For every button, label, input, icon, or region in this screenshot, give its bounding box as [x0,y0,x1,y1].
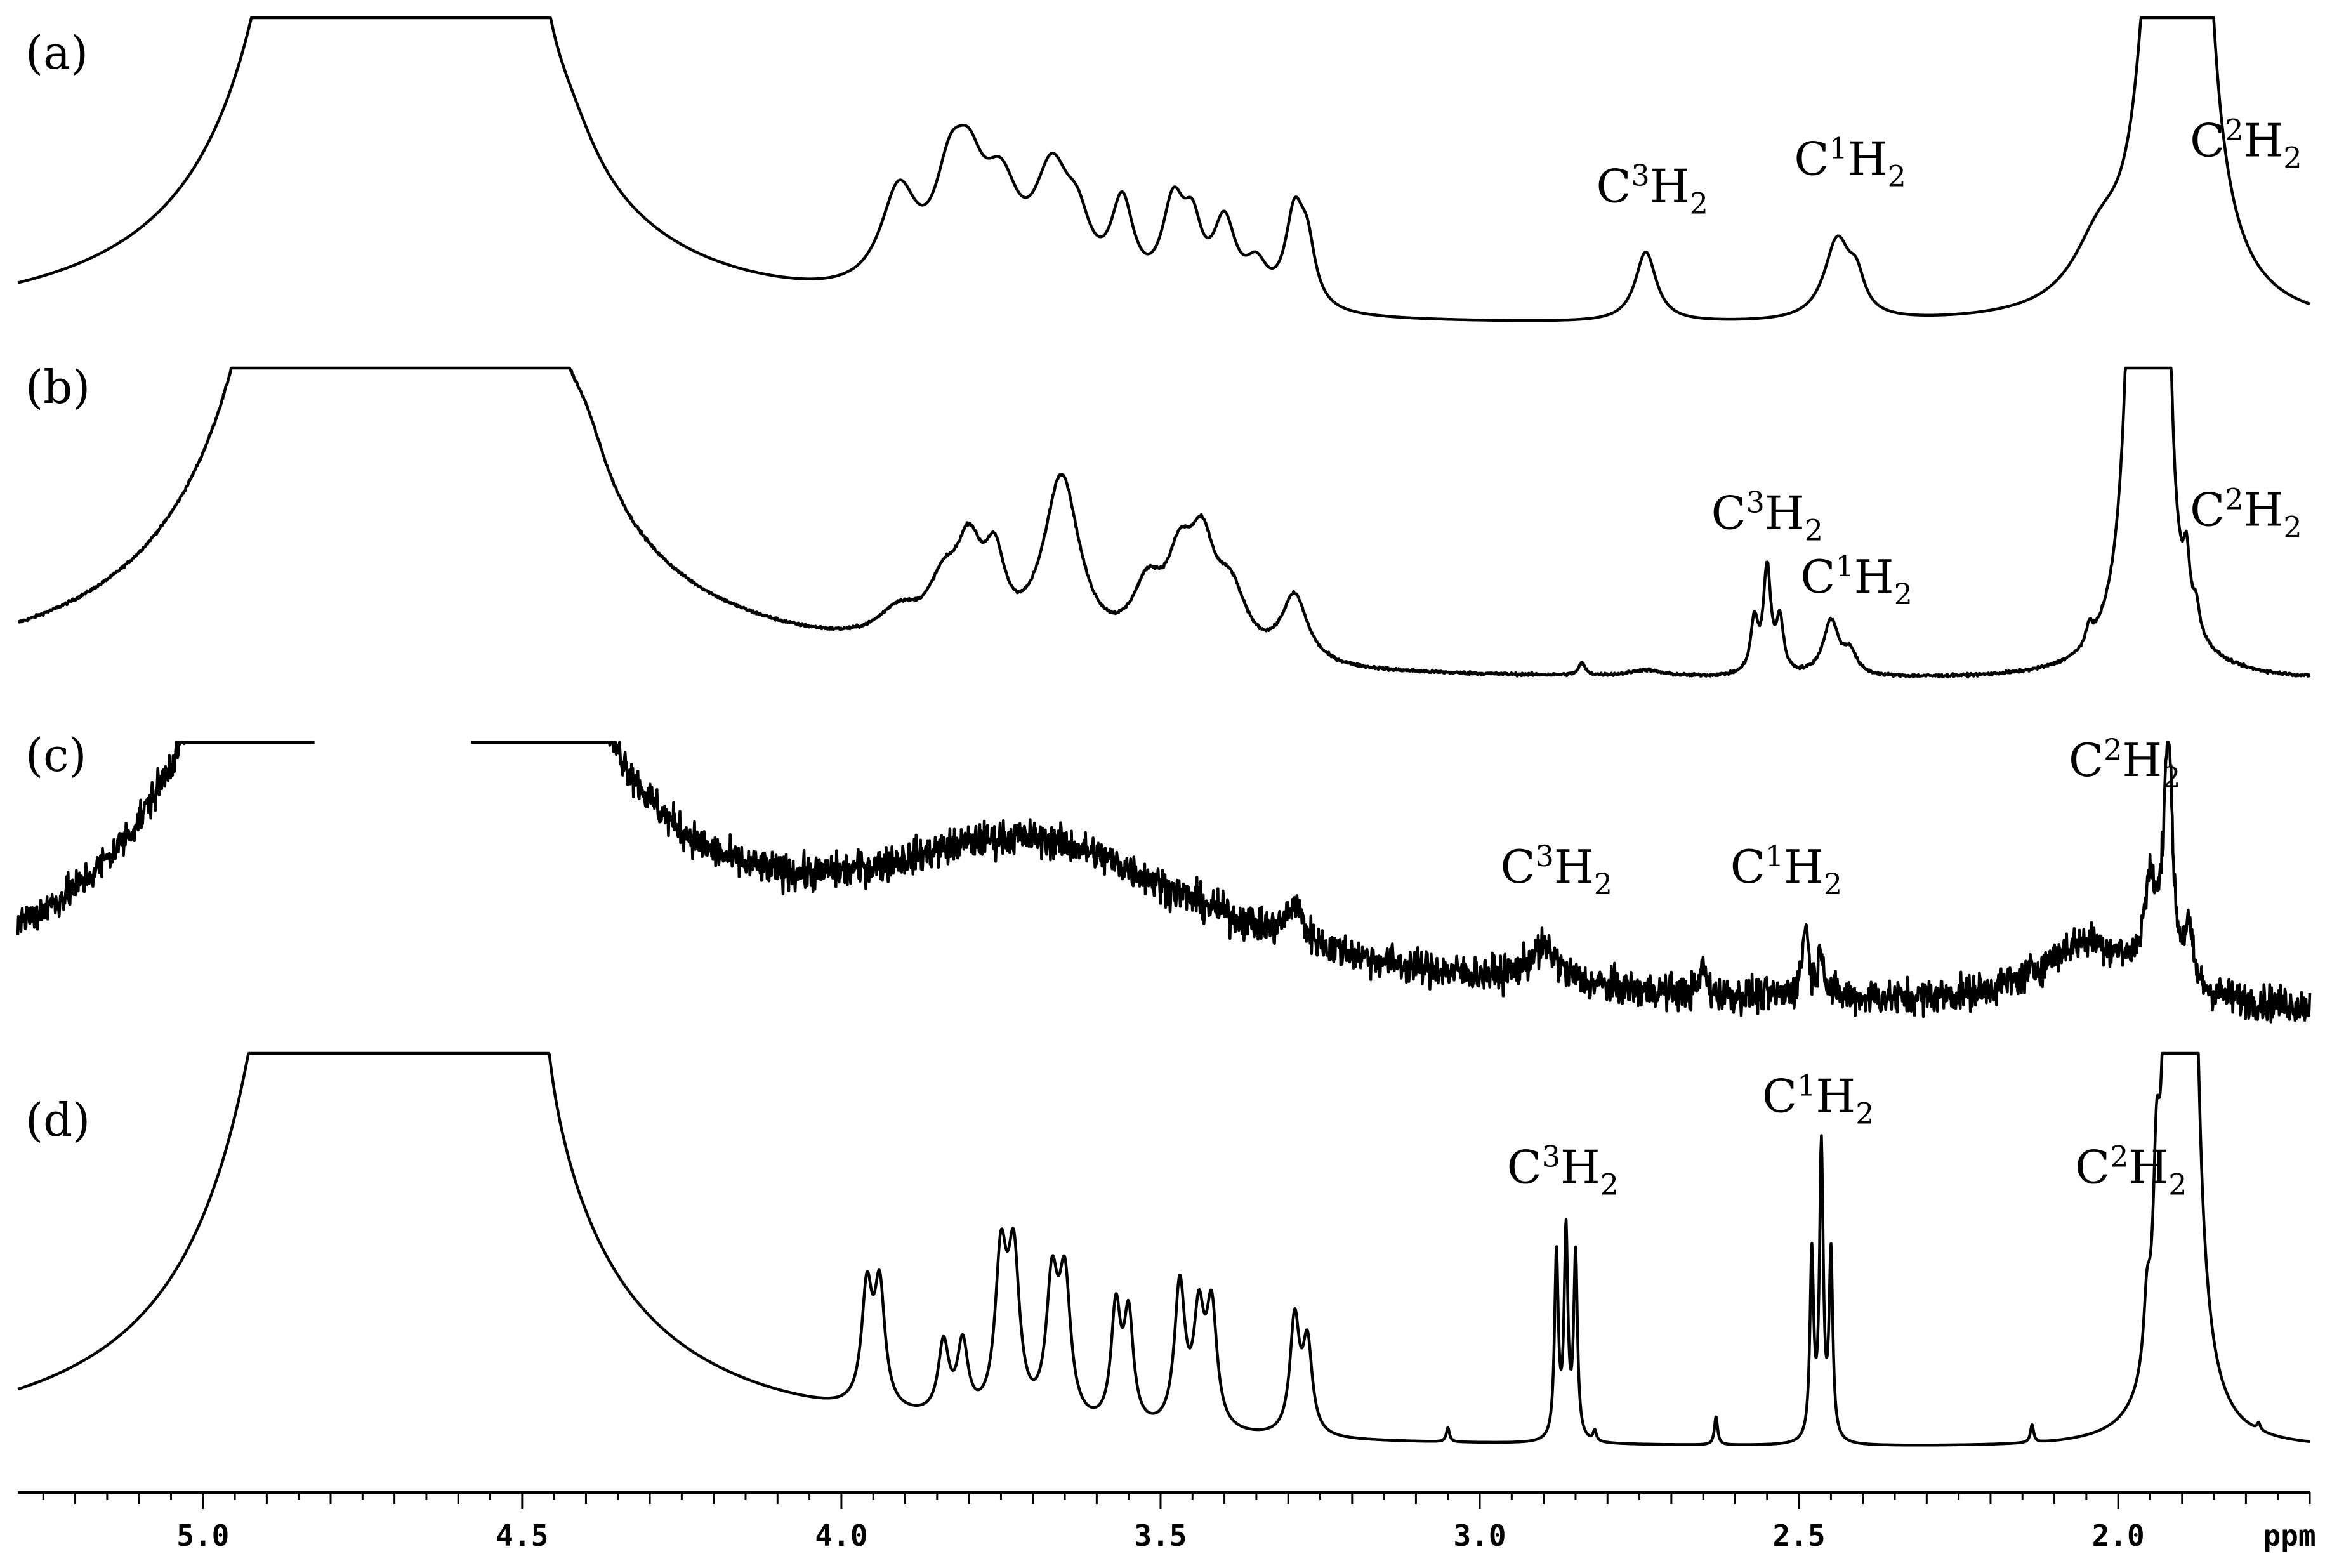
tick-label: 4.5 [496,1519,548,1553]
spectrum-panel-d: (d) C3H2 C1H2 C2H2 [16,1051,2311,1447]
peak-annotation: C2H2 [2190,113,2302,175]
peak-annotation: C1H2 [1794,131,1906,193]
peak-annotation: C3H2 [1507,1139,1619,1201]
tick-label: 2.0 [2092,1519,2145,1553]
panel-label: (c) [25,728,87,782]
peak-annotation: C1H2 [1800,549,1912,611]
tick-label: 3.5 [1134,1519,1187,1553]
panel-label: (d) [25,1093,90,1147]
tick-label: 5.0 [176,1519,229,1553]
panel-label: (a) [25,26,88,79]
tick-label: 3.0 [1453,1519,1506,1553]
spectrum-trace [16,366,2311,679]
axis-ticks: 5.0 4.5 4.0 3.5 3.0 2.5 2.0 [42,1492,2311,1553]
tick-label: 4.0 [815,1519,867,1553]
peak-annotation: C1H2 [1730,839,1842,901]
spectrum-trace [16,16,2311,322]
peak-annotation: C3H2 [1501,839,1612,901]
peak-annotation: C2H2 [2075,1139,2187,1201]
spectrum-trace [16,741,2312,1024]
tick-label: 2.5 [1773,1519,1826,1553]
peak-annotation: C2H2 [2190,482,2302,544]
peak-annotation: C1H2 [1762,1068,1874,1130]
ppm-axis: 5.0 4.5 4.0 3.5 3.0 2.5 2.0 ppm [18,1491,2316,1553]
spectrum-panel-c: (c) C3H2 C1H2 C2H2 [16,728,2312,1024]
peak-annotation: C3H2 [1596,159,1708,221]
spectrum-trace [16,1051,2311,1447]
axis-unit-label: ppm [2263,1519,2315,1553]
panel-label: (b) [25,360,90,414]
peak-annotation: C3H2 [1711,485,1823,547]
spectrum-panel-a: (a) C3H2 C1H2 C2H2 [16,16,2311,322]
peak-annotation: C2H2 [2069,732,2180,794]
